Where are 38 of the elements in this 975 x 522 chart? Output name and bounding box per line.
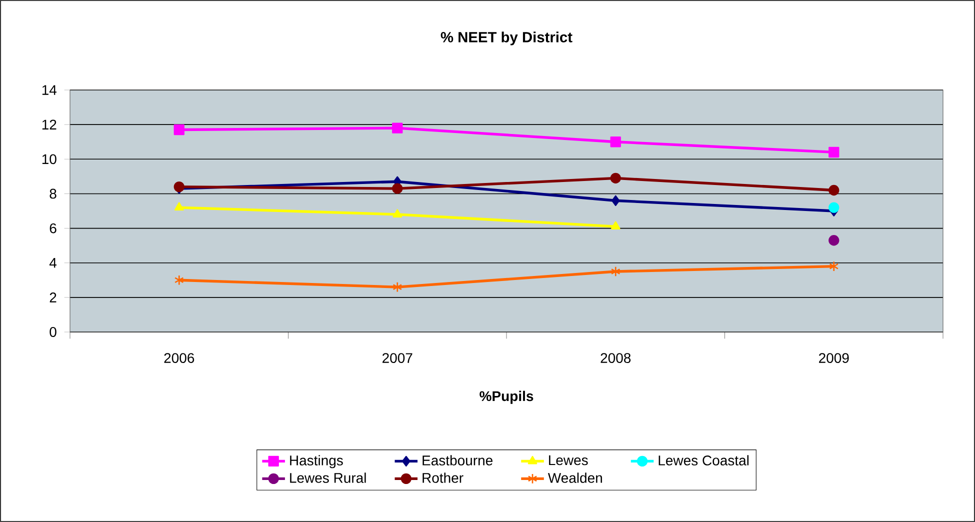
y-tick-label: 8 [50, 188, 56, 199]
y-tick-label: 6 [50, 223, 56, 234]
y-tick-label: 14 [42, 85, 57, 95]
y-tick-label: 4 [49, 258, 57, 268]
x-tick-label: 2007 [382, 353, 412, 363]
point [611, 195, 620, 206]
legend-label: Lewes Coastal [658, 455, 749, 466]
point [610, 221, 620, 230]
point [392, 122, 403, 134]
point [392, 209, 402, 218]
y-tick-label: 0 [50, 327, 56, 337]
point [392, 183, 403, 194]
x-tick-label: 2006 [164, 353, 194, 363]
y-tick-label: 2 [50, 292, 56, 302]
point [829, 260, 839, 272]
y-tick-label: 10 [42, 154, 56, 164]
legend-label: Rother [422, 472, 464, 483]
point [828, 184, 840, 196]
point [610, 172, 621, 184]
legend-label: Hastings [290, 455, 343, 468]
x-tick-label: 2008 [600, 353, 631, 363]
point [610, 266, 620, 277]
x-axis-title: %Pupils [480, 390, 534, 404]
x-tick-label: 2009 [819, 353, 849, 363]
point [174, 124, 184, 136]
legend-label: Wealden [548, 472, 602, 483]
point [174, 274, 184, 286]
y-tick-label: 12 [42, 120, 56, 130]
legend-label: Lewes [549, 455, 588, 466]
point [392, 282, 402, 292]
legend-label: Eastbourne [422, 455, 492, 466]
legend-label: Lewes Rural [290, 472, 366, 483]
point [828, 235, 840, 246]
point [174, 202, 184, 211]
point [828, 202, 840, 213]
point [610, 136, 621, 148]
chart-title: % NEET by District [440, 32, 572, 46]
point [828, 146, 840, 158]
